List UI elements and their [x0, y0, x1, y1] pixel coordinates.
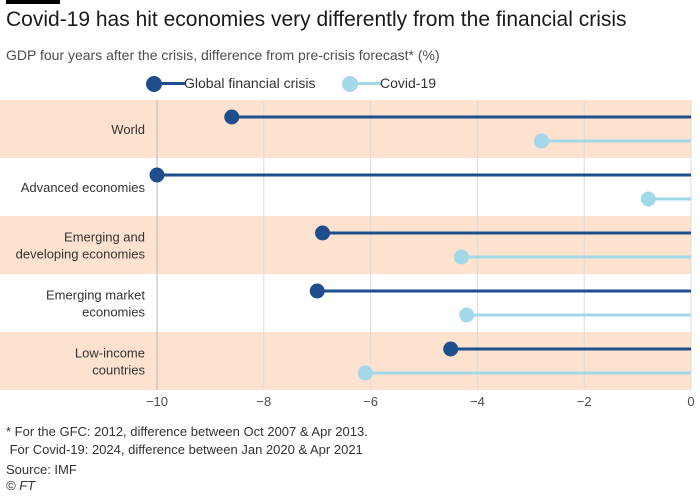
row-band: [0, 100, 691, 158]
row-band: [0, 332, 691, 390]
gfc-point: [309, 283, 325, 299]
gfc-point: [149, 167, 165, 183]
legend-marker-covid: [342, 76, 358, 92]
footnote-covid: For Covid-19: 2024, difference between J…: [6, 442, 363, 457]
category-label: World: [111, 122, 145, 137]
footnotes: * For the GFC: 2012, difference between …: [6, 423, 368, 459]
gfc-point: [224, 109, 240, 125]
legend-label-gfc: Global financial crisis: [184, 75, 316, 91]
gfc-point: [443, 341, 459, 357]
x-tick-label: −10: [146, 394, 168, 409]
chart-subtitle: GDP four years after the crisis, differe…: [6, 47, 440, 63]
covid-point: [459, 307, 475, 323]
legend-marker-gfc: [146, 76, 162, 92]
legend-label-covid: Covid-19: [380, 75, 437, 91]
category-label: countries: [92, 363, 145, 378]
covid-point: [453, 249, 469, 265]
gfc-point: [315, 225, 331, 241]
category-label: Advanced economies: [21, 180, 146, 195]
category-label: Emerging market: [46, 288, 145, 303]
footnote-gfc: * For the GFC: 2012, difference between …: [6, 424, 368, 439]
x-tick-label: −6: [363, 394, 378, 409]
covid-point: [357, 365, 373, 381]
category-label: Low-income: [75, 346, 145, 361]
top-rule: [6, 0, 60, 4]
dumbbell-chart: −10 −8 −6 −4 −2 0 World Advanced economies Emerg…: [0, 100, 695, 409]
x-tick-label: −2: [577, 394, 592, 409]
legend-line-gfc: [154, 82, 186, 85]
row-band: [0, 216, 691, 274]
x-tick-label: −8: [256, 394, 271, 409]
covid-point: [533, 133, 549, 149]
category-label: economies: [82, 305, 145, 320]
source-note: Source: IMF: [6, 462, 77, 477]
legend-line-covid: [350, 82, 382, 85]
covid-point: [640, 191, 656, 207]
x-tick-label: −4: [470, 394, 485, 409]
chart-title: Covid-19 has hit economies very differen…: [6, 8, 627, 31]
x-tick-label: 0: [687, 394, 694, 409]
category-label: Emerging and: [64, 230, 145, 245]
credit: © FT: [6, 478, 36, 493]
category-label: developing economies: [16, 247, 146, 262]
